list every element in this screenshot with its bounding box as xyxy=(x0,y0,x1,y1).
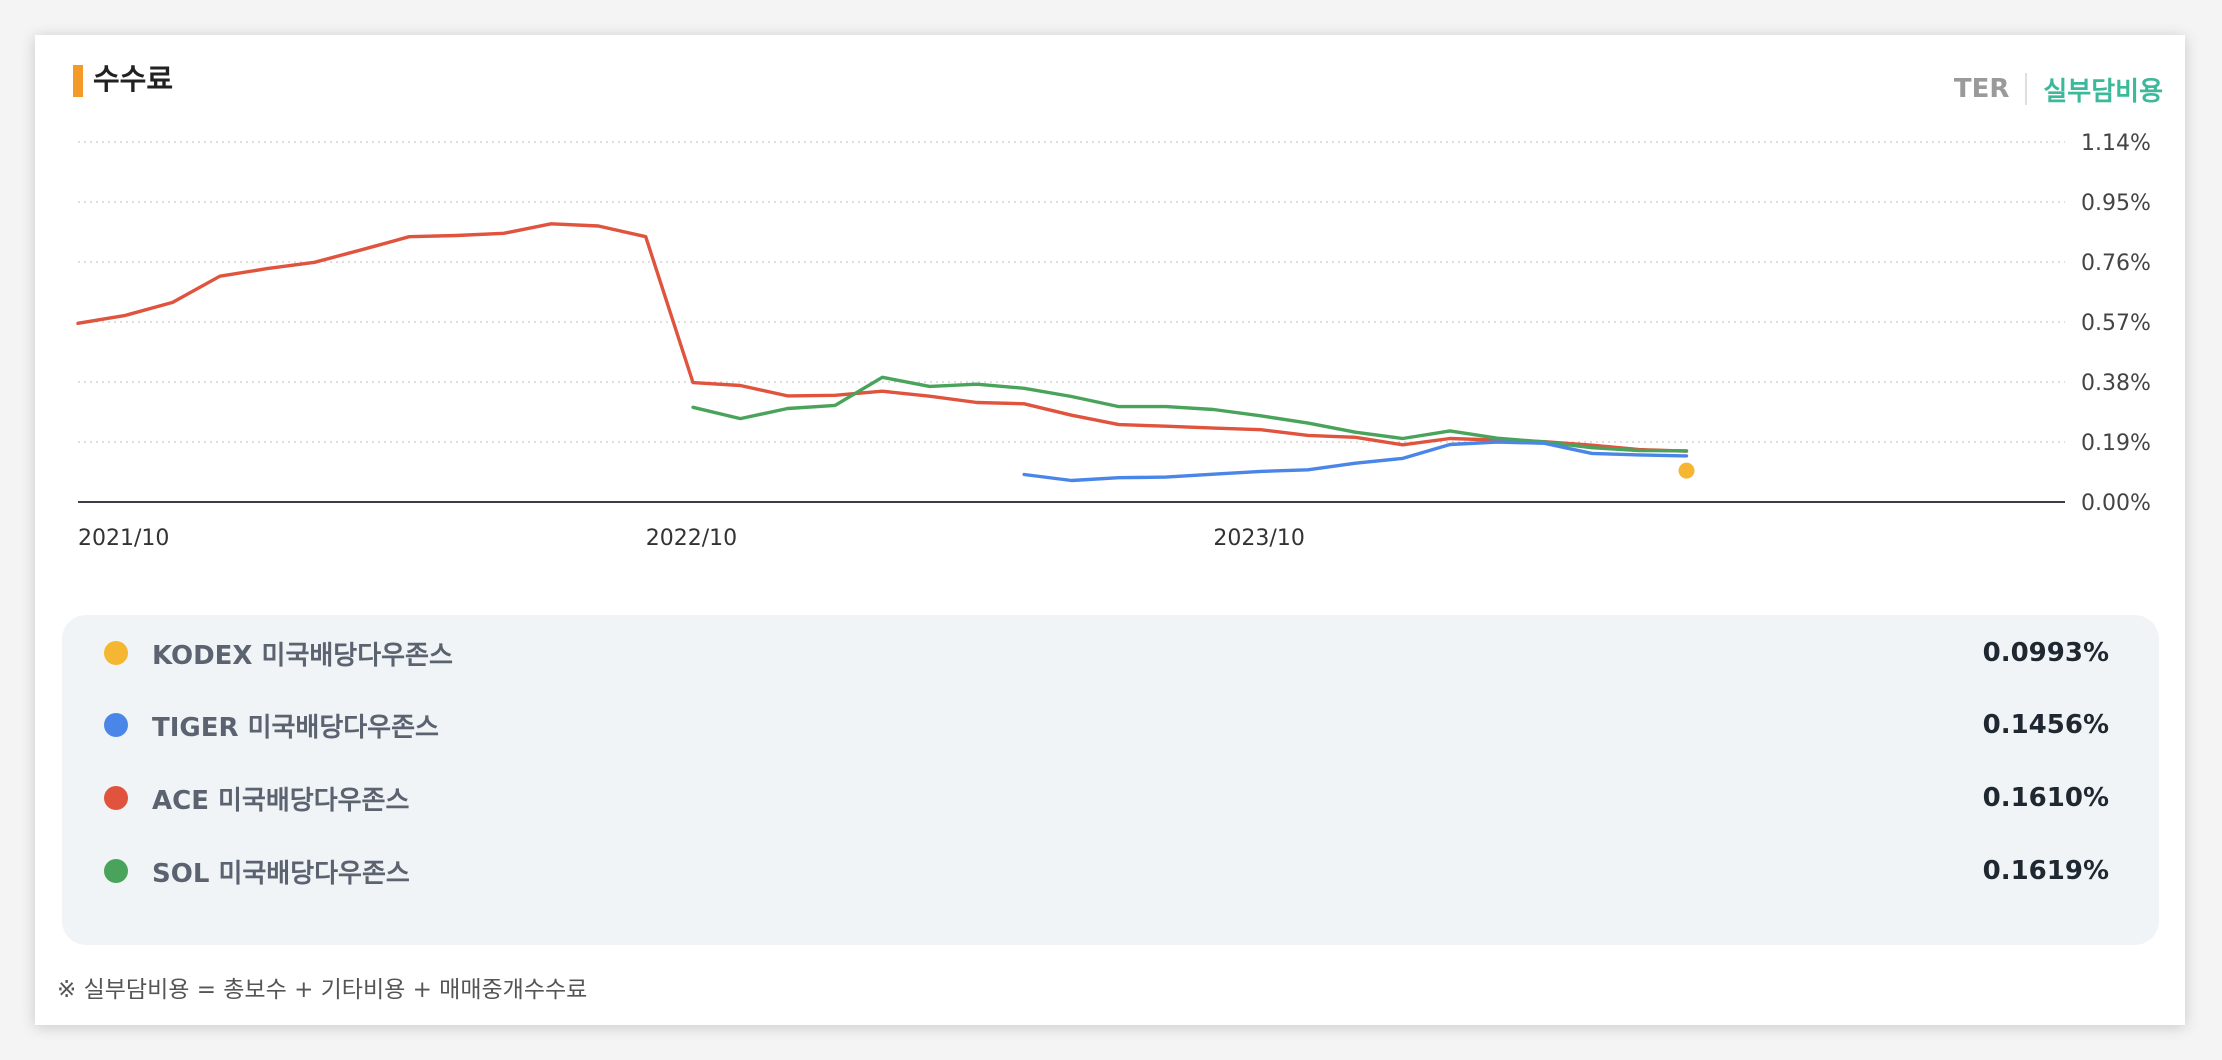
series-line-sol xyxy=(693,377,1687,451)
fee-line-chart: 0.00% 0.19% 0.38% 0.57% 0.76% 0.95% 1.14% 2021/… xyxy=(35,35,2185,595)
legend-name: ACE 미국배당다우존스 xyxy=(152,780,409,817)
legend-value: 0.1610% xyxy=(1983,783,2109,813)
legend-row-ace[interactable]: ACE 미국배당다우존스 0.1610% xyxy=(62,773,2159,823)
legend-row-tiger[interactable]: TIGER 미국배당다우존스 0.1456% xyxy=(62,700,2159,750)
x-tick-label: 2022/10 xyxy=(646,526,737,551)
legend-panel: KODEX 미국배당다우존스 0.0993% TIGER 미국배당다우존스 0.… xyxy=(62,615,2159,945)
legend-name: TIGER 미국배당다우존스 xyxy=(152,707,439,744)
series-point-kodex xyxy=(1679,463,1695,479)
sol-dot-icon xyxy=(104,859,128,883)
footnote: ※ 실부담비용 = 총보수 + 기타비용 + 매매중개수수료 xyxy=(57,970,587,1004)
y-tick-label: 0.38% xyxy=(2081,371,2151,396)
series-line-ace xyxy=(78,224,1687,451)
y-tick-label: 0.95% xyxy=(2081,191,2151,216)
legend-value: 0.1456% xyxy=(1983,710,2109,740)
legend-name: SOL 미국배당다우존스 xyxy=(152,853,410,890)
kodex-dot-icon xyxy=(104,641,128,665)
y-tick-label: 0.19% xyxy=(2081,431,2151,456)
legend-row-kodex[interactable]: KODEX 미국배당다우존스 0.0993% xyxy=(62,628,2159,678)
x-tick-label: 2023/10 xyxy=(1213,526,1304,551)
legend-name: KODEX 미국배당다우존스 xyxy=(152,635,453,672)
tiger-dot-icon xyxy=(104,713,128,737)
legend-value: 0.0993% xyxy=(1983,638,2109,668)
y-tick-label: 0.00% xyxy=(2081,491,2151,516)
fee-card: 수수료 TER 실부담비용 0.00% 0.19% 0.38% 0.57% 0.76% 0… xyxy=(35,35,2185,1025)
ace-dot-icon xyxy=(104,786,128,810)
legend-row-sol[interactable]: SOL 미국배당다우존스 0.1619% xyxy=(62,846,2159,896)
y-tick-label: 0.76% xyxy=(2081,251,2151,276)
legend-value: 0.1619% xyxy=(1983,856,2109,886)
y-tick-label: 1.14% xyxy=(2081,131,2151,156)
x-tick-label: 2021/10 xyxy=(78,526,169,551)
y-tick-label: 0.57% xyxy=(2081,311,2151,336)
